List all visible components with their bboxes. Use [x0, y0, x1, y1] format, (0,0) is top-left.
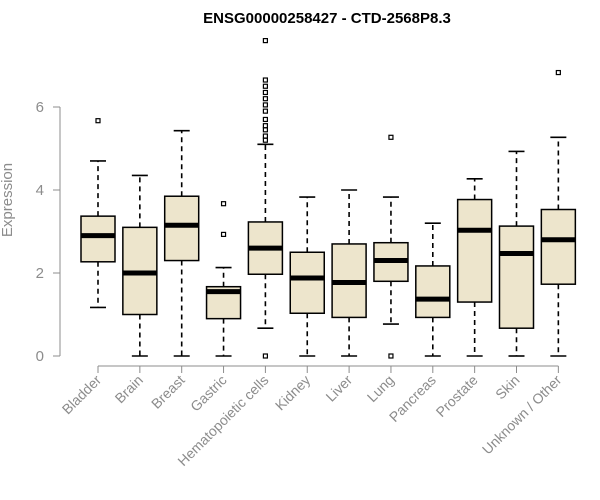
x-tick-label: Pancreas	[386, 372, 439, 425]
box-hematopoietic-cells	[247, 37, 284, 359]
outlier-point	[388, 353, 394, 359]
outlier-point	[262, 102, 268, 108]
x-tick-label: Brain	[112, 372, 146, 406]
box-pancreas	[415, 222, 451, 357]
box-liver	[331, 189, 367, 357]
y-tick-label: 6	[36, 99, 44, 116]
iqr-box	[498, 225, 535, 329]
outlier-point	[555, 69, 561, 76]
outlier-point	[262, 96, 268, 102]
iqr-box	[163, 195, 200, 262]
box-brain	[122, 174, 158, 357]
outlier-point	[95, 118, 101, 124]
y-axis: 0 2 4 6	[36, 99, 61, 365]
outlier-point	[262, 89, 268, 96]
box-gastric	[205, 201, 242, 357]
y-tick-label: 4	[36, 182, 44, 199]
y-tick-label: 2	[36, 265, 44, 282]
outlier-point	[220, 201, 227, 207]
x-tick-label: Liver	[322, 372, 355, 405]
x-tick-label: Kidney	[272, 372, 314, 414]
iqr-box	[456, 198, 493, 303]
iqr-box	[80, 215, 116, 263]
x-tick-label: Breast	[148, 372, 188, 412]
outlier-point	[262, 108, 268, 114]
box-skin	[498, 150, 535, 357]
x-tick-label: Lung	[364, 372, 397, 405]
box-breast	[163, 129, 200, 357]
iqr-box	[415, 265, 451, 319]
iqr-box	[289, 251, 325, 315]
x-tick-label: Bladder	[59, 372, 105, 418]
outlier-point	[262, 353, 268, 359]
outlier-point	[262, 137, 268, 143]
outlier-point	[262, 116, 268, 123]
boxes-group	[80, 37, 577, 359]
box-bladder	[80, 118, 116, 309]
box-lung	[373, 134, 409, 359]
outlier-point	[262, 83, 268, 89]
x-tick-label: Prostate	[433, 372, 481, 420]
outlier-point	[262, 127, 268, 133]
outlier-point	[262, 133, 268, 139]
outlier-point	[220, 231, 227, 238]
outlier-point	[262, 37, 268, 44]
box-prostate	[456, 177, 493, 357]
outlier-point	[388, 134, 394, 140]
box-unknown-other	[540, 69, 577, 357]
y-axis-label: Expression	[0, 163, 16, 237]
box-kidney	[289, 196, 325, 357]
y-tick-label: 0	[36, 348, 44, 365]
x-tick-label: Skin	[492, 372, 523, 403]
outlier-point	[262, 123, 268, 129]
iqr-box	[540, 208, 577, 285]
chart-title: ENSG00000258427 - CTD-2568P8.3	[203, 10, 451, 27]
outlier-point	[262, 77, 268, 83]
x-tick-label: Unknown / Other	[479, 372, 565, 458]
